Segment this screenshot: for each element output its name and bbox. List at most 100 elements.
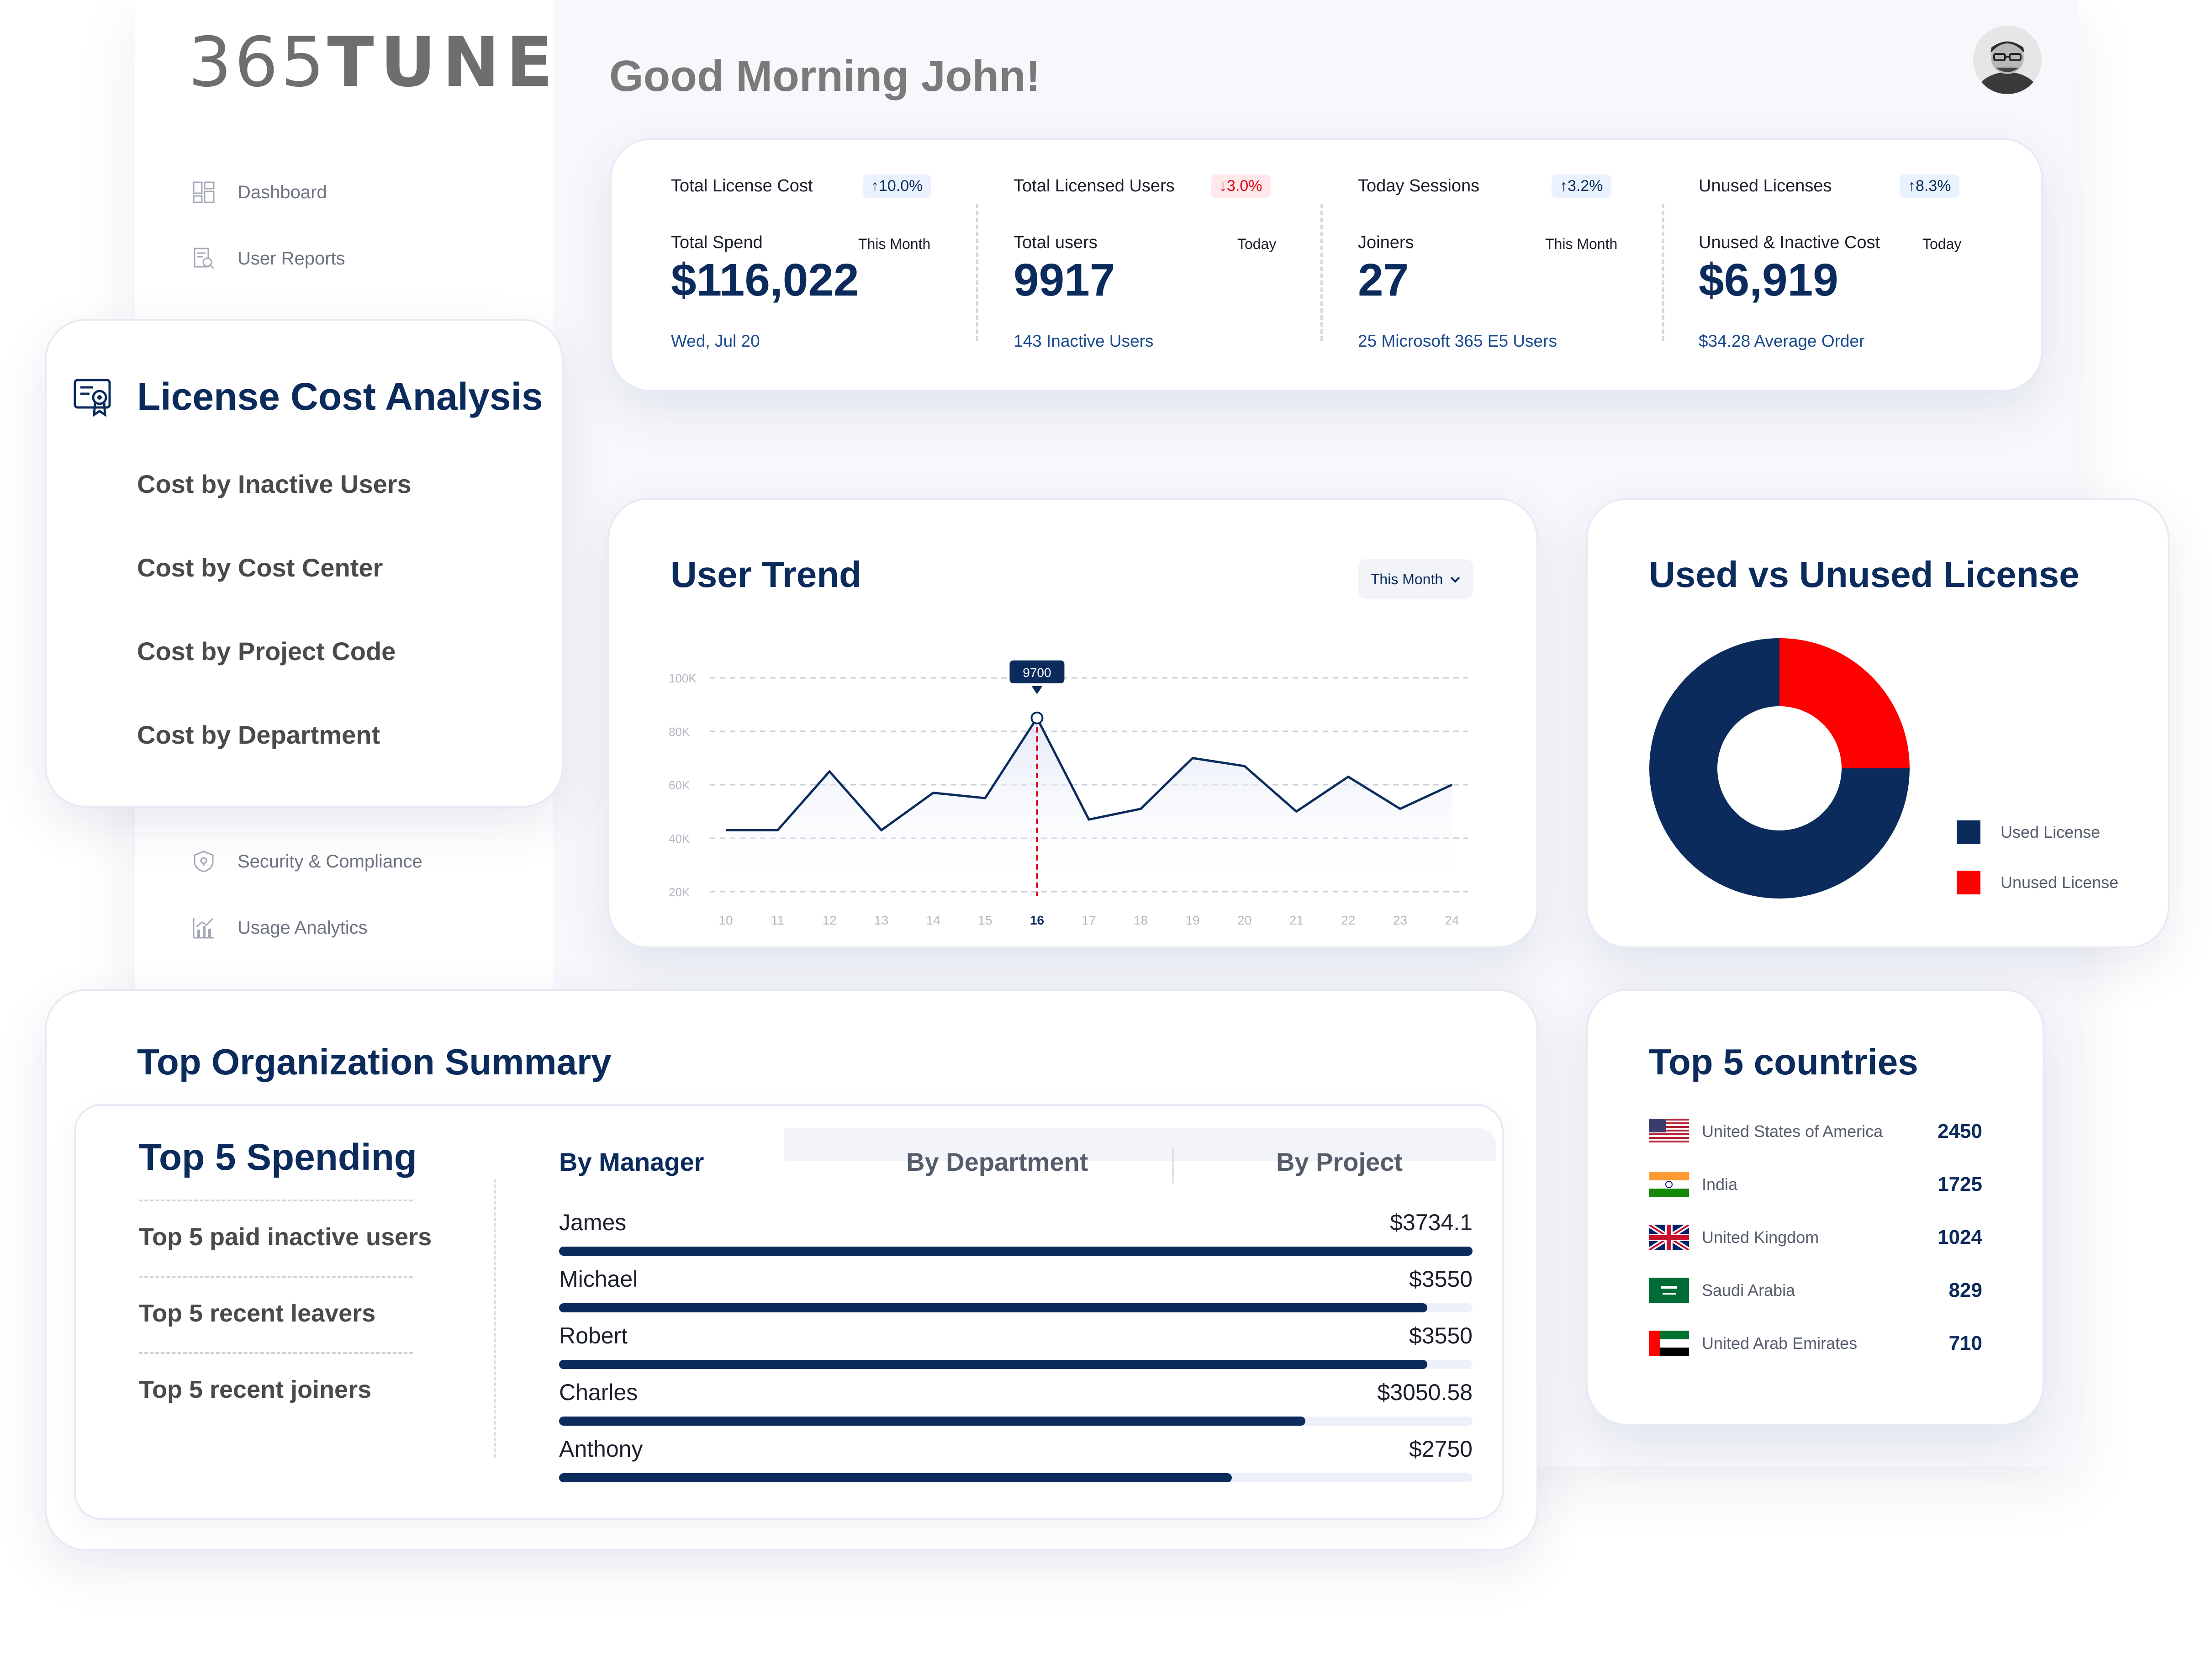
y-tick-label: 80K: [669, 725, 690, 739]
used-license-slice[interactable]: [1649, 638, 1910, 899]
shield-icon: [194, 851, 214, 872]
spending-row[interactable]: Robert $3550: [559, 1322, 1473, 1369]
certificate-icon: [74, 379, 111, 417]
tab-by-department[interactable]: By Department: [906, 1147, 1088, 1176]
sidebar-item-usage[interactable]: Usage Analytics: [192, 916, 368, 940]
separator: [139, 1352, 413, 1354]
country-row[interactable]: India 1725: [1649, 1172, 1982, 1197]
country-row[interactable]: Saudi Arabia 829: [1649, 1278, 1982, 1303]
stat-divider: [1662, 204, 1664, 341]
stat-footnote: Wed, Jul 20: [671, 332, 760, 350]
stat-today-sessions: Today Sessions ↑3.2% Joiners This Month …: [1358, 174, 1632, 368]
cost-by-cost-center-link[interactable]: Cost by Cost Center: [137, 553, 383, 582]
tab-body-cap: [765, 1161, 1496, 1252]
license-cost-panel: License Cost Analysis Cost by Inactive U…: [45, 319, 564, 808]
trend-badge: ↑3.2%: [1552, 174, 1611, 198]
license-donut-chart: [1649, 638, 1910, 899]
spending-row[interactable]: Anthony $2750: [559, 1436, 1473, 1482]
stat-value: 27: [1358, 254, 1409, 306]
user-trend-card: User Trend This Month 100K 80K 60K 40K 20K 97…: [607, 498, 1538, 948]
unused-swatch: [1957, 871, 1980, 894]
tab-divider: [1172, 1147, 1174, 1184]
x-tick-label: 23: [1393, 913, 1407, 927]
spending-amount: $3550: [1409, 1266, 1473, 1292]
cost-by-department-link[interactable]: Cost by Department: [137, 720, 380, 749]
user-trend-chart: 100K 80K 60K 40K 20K 9700 10 11 12 13 14 15 16 17 18 19…: [669, 660, 1468, 927]
spending-name: Michael: [559, 1266, 638, 1292]
x-tick-label: 21: [1289, 913, 1304, 927]
dashboard-icon: [193, 181, 215, 203]
x-tick-label: 17: [1082, 913, 1096, 927]
stat-label: Unused Licenses: [1699, 176, 1832, 196]
summary-inner-panel: Top 5 Spending Top 5 paid inactive users…: [74, 1104, 1504, 1520]
us-flag-icon: [1649, 1119, 1689, 1144]
stats-card: Total License Cost ↑10.0% Total Spend Th…: [610, 138, 2043, 392]
country-row[interactable]: United States of America 2450: [1649, 1119, 1982, 1144]
country-value: 829: [1948, 1279, 1982, 1301]
chart-title: Used vs Unused License: [1649, 554, 2080, 595]
chevron-down-icon: [1450, 576, 1460, 583]
country-name: United Arab Emirates: [1702, 1334, 1858, 1353]
chart-title: User Trend: [670, 554, 861, 595]
country-row[interactable]: United Kingdom 1024: [1649, 1225, 1982, 1250]
unused-license-slice[interactable]: [1779, 638, 1910, 768]
avatar[interactable]: [1973, 26, 2042, 94]
cost-by-inactive-users-link[interactable]: Cost by Inactive Users: [137, 470, 412, 498]
sidebar-item-dashboard[interactable]: Dashboard: [192, 180, 327, 204]
stat-period: This Month: [1545, 236, 1618, 252]
cost-by-project-code-link[interactable]: Cost by Project Code: [137, 637, 396, 666]
y-tick-label: 100K: [669, 671, 697, 685]
brand-logo[interactable]: 365TUNE: [188, 23, 559, 102]
legend-used: Used License: [1957, 820, 2100, 844]
sidebar-item-user-reports[interactable]: User Reports: [192, 247, 345, 270]
country-row[interactable]: United Arab Emirates 710: [1649, 1331, 1982, 1356]
stat-total-licensed-users: Total Licensed Users ↓3.0% Total users T…: [1014, 174, 1288, 368]
trend-badge: ↑10.0%: [863, 174, 931, 198]
tab-by-project[interactable]: By Project: [1276, 1147, 1403, 1176]
legend-label: Unused License: [2001, 873, 2119, 892]
stat-label: Today Sessions: [1358, 176, 1480, 196]
country-value: 1024: [1937, 1226, 1982, 1248]
bar-track: [559, 1417, 1473, 1426]
spending-amount: $2750: [1409, 1436, 1473, 1462]
spending-row[interactable]: Michael $3550: [559, 1266, 1473, 1312]
tab-by-manager[interactable]: By Manager: [559, 1147, 704, 1176]
tooltip-label: 9700: [1023, 666, 1051, 680]
spending-row[interactable]: James $3734.1: [559, 1209, 1473, 1256]
country-name: United States of America: [1702, 1122, 1883, 1141]
legend-unused: Unused License: [1957, 871, 2118, 894]
tooltip-box: [1009, 660, 1065, 683]
stat-unused-licenses: Unused Licenses ↑8.3% Unused & Inactive …: [1699, 174, 1991, 368]
stat-footnote: 25 Microsoft 365 E5 Users: [1358, 332, 1557, 350]
stat-subtitle: Total users: [1014, 233, 1098, 252]
uk-flag-icon: [1649, 1225, 1689, 1250]
stat-divider: [1320, 204, 1323, 341]
top-recent-joiners-link[interactable]: Top 5 recent joiners: [139, 1376, 372, 1403]
stat-period: Today: [1922, 236, 1962, 252]
section-title: Top Organization Summary: [137, 1041, 612, 1082]
x-tick-label: 22: [1341, 913, 1355, 927]
separator: [139, 1276, 413, 1278]
x-tick-label: 19: [1186, 913, 1200, 927]
spending-row[interactable]: Charles $3050.58: [559, 1379, 1473, 1426]
stat-divider: [976, 204, 978, 341]
bar-fill: [559, 1360, 1428, 1369]
sidebar-item-security[interactable]: Security & Compliance: [192, 850, 422, 873]
x-tick-label: 15: [978, 913, 992, 927]
used-unused-card: Used vs Unused License Used License Unus…: [1586, 498, 2170, 948]
top-recent-leavers-link[interactable]: Top 5 recent leavers: [139, 1300, 376, 1327]
country-name: United Kingdom: [1702, 1228, 1819, 1247]
country-name: India: [1702, 1175, 1738, 1194]
stat-value: $116,022: [671, 254, 859, 306]
bar-fill: [559, 1303, 1428, 1312]
trend-badge: ↑8.3%: [1900, 174, 1959, 198]
top-paid-inactive-link[interactable]: Top 5 paid inactive users: [139, 1223, 432, 1251]
bar-fill: [559, 1417, 1305, 1426]
trend-area: [726, 718, 1452, 892]
data-point: [1030, 711, 1044, 724]
x-tick-label: 18: [1134, 913, 1148, 927]
period-dropdown[interactable]: This Month: [1358, 559, 1473, 599]
analytics-icon: [193, 918, 214, 939]
spending-name: Charles: [559, 1380, 638, 1405]
india-flag-icon: [1649, 1172, 1689, 1197]
